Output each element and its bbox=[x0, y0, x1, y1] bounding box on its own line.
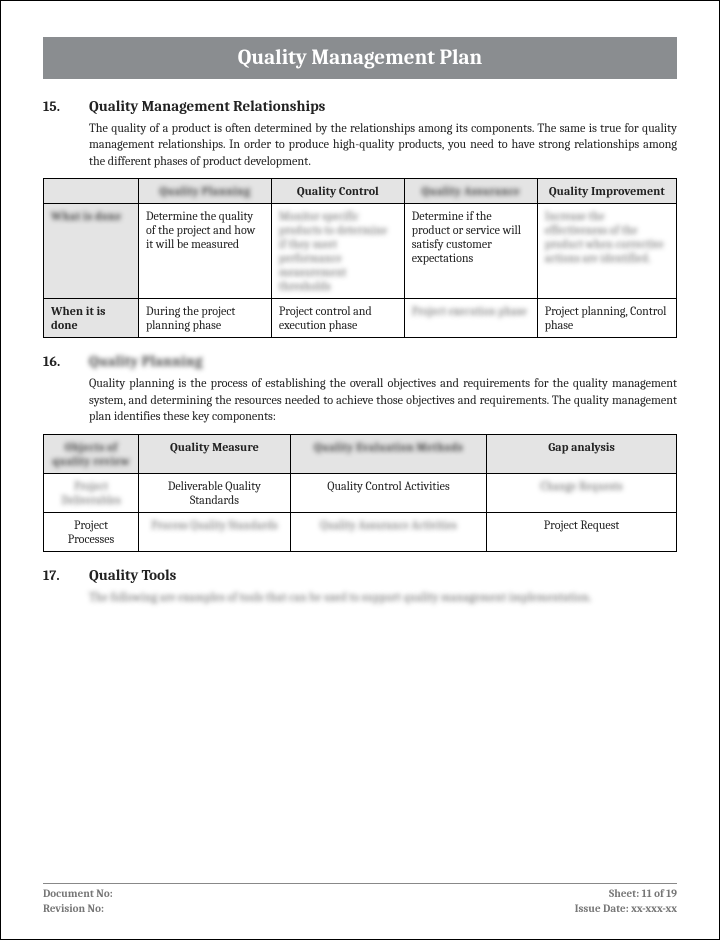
t2-row1-c1: Deliverable Quality Standards bbox=[138, 473, 290, 512]
section-16-number: 16. bbox=[43, 353, 89, 370]
t1-header-assurance: Quality Assurance bbox=[404, 179, 537, 204]
page-footer: Document No: Sheet: 11 of 19 Revision No… bbox=[43, 883, 677, 917]
section-16-heading: 16. Quality Planning bbox=[43, 352, 677, 370]
t2-header-gap: Gap analysis bbox=[487, 434, 677, 473]
section-16-body: Quality planning is the process of estab… bbox=[89, 376, 677, 425]
footer-doc-no: Document No: bbox=[43, 887, 113, 902]
t1-header-control: Quality Control bbox=[271, 179, 404, 204]
section-17-heading: 17. Quality Tools bbox=[43, 566, 677, 584]
t1-row2-c3: Project execution phase bbox=[404, 299, 537, 338]
quality-planning-table: Objects of quality review Quality Measur… bbox=[43, 434, 677, 552]
t2-row2-c3: Project Request bbox=[487, 512, 677, 551]
section-15-number: 15. bbox=[43, 98, 89, 115]
section-17-title: Quality Tools bbox=[89, 566, 176, 584]
page-title-bar: Quality Management Plan bbox=[43, 37, 677, 79]
t1-header-planning: Quality Planning bbox=[138, 179, 271, 204]
t1-row1-c4: Increase the effectiveness of the produc… bbox=[537, 204, 676, 299]
t2-row2-c1: Process Quality Standards bbox=[138, 512, 290, 551]
t2-row1-head: Project Deliverables bbox=[44, 473, 139, 512]
t1-row1-c2: Monitor specific products to determine i… bbox=[271, 204, 404, 299]
t2-header-measure: Quality Measure bbox=[138, 434, 290, 473]
t2-row2-c2: Quality Assurance Activities bbox=[290, 512, 486, 551]
footer-rule bbox=[43, 883, 677, 884]
t2-row1-c2: Quality Control Activities bbox=[290, 473, 486, 512]
t2-row2-head: Project Processes bbox=[44, 512, 139, 551]
footer-rev-no: Revision No: bbox=[43, 902, 104, 917]
t1-row2-c2: Project control and execution phase bbox=[271, 299, 404, 338]
section-15-heading: 15. Quality Management Relationships bbox=[43, 97, 677, 115]
t2-header-objects: Objects of quality review bbox=[44, 434, 139, 473]
t1-row2-head: When it is done bbox=[44, 299, 139, 338]
footer-issue-date: Issue Date: xx-xxx-xx bbox=[575, 902, 677, 917]
section-15-title: Quality Management Relationships bbox=[89, 97, 325, 115]
t1-row1-c3: Determine if the product or service will… bbox=[404, 204, 537, 299]
t1-row1-head: What is done bbox=[44, 204, 139, 299]
t1-row2-c4: Project planning, Control phase bbox=[537, 299, 676, 338]
section-17-number: 17. bbox=[43, 567, 89, 584]
document-page: Quality Management Plan 15. Quality Mana… bbox=[0, 0, 720, 940]
t2-row1-c3: Change Requests bbox=[487, 473, 677, 512]
section-17-body: The following are examples of tools that… bbox=[89, 590, 677, 606]
section-15-body: The quality of a product is often determ… bbox=[89, 121, 677, 170]
t1-header-improvement: Quality Improvement bbox=[537, 179, 676, 204]
footer-sheet: Sheet: 11 of 19 bbox=[609, 887, 677, 902]
section-16-title: Quality Planning bbox=[89, 352, 202, 370]
t1-row2-c1: During the project planning phase bbox=[138, 299, 271, 338]
quality-relationships-table: Quality Planning Quality Control Quality… bbox=[43, 178, 677, 338]
t2-header-methods: Quality Evaluation Methods bbox=[290, 434, 486, 473]
t1-row1-c1: Determine the quality of the project and… bbox=[138, 204, 271, 299]
t1-header-blank bbox=[44, 179, 139, 204]
